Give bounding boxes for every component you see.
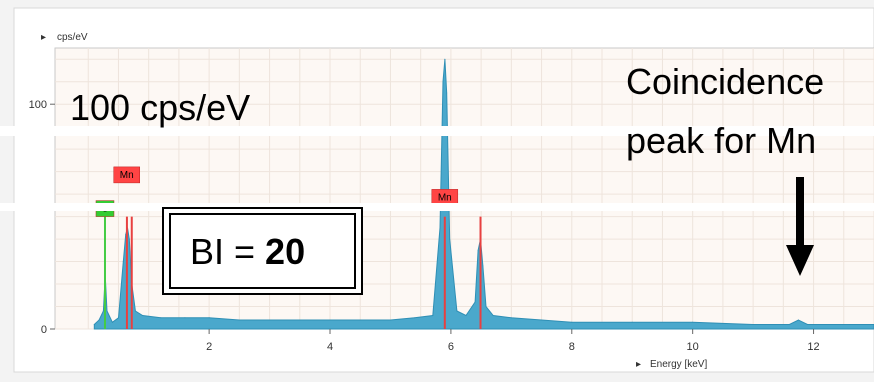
spectrum-point <box>122 261 124 263</box>
x-tick-label: 10 <box>687 341 699 353</box>
spectrum-point <box>631 321 633 323</box>
spectrum-point <box>117 317 119 319</box>
spectrum-point <box>571 321 573 323</box>
element-tag-mn[interactable]: Mn <box>431 189 459 206</box>
spectrum-point <box>692 321 694 323</box>
spectrum-point <box>788 324 790 326</box>
y-axis-expand-arrow[interactable]: ▸ <box>41 32 46 43</box>
spectrum-point <box>160 317 162 319</box>
spectrum-point <box>432 315 434 317</box>
down-arrow-icon <box>786 177 814 276</box>
spectrum-point <box>797 319 799 321</box>
coincidence-label-line1: Coincidence <box>626 61 824 102</box>
element-tag-label: Mn <box>438 192 452 203</box>
spectrum-layer <box>93 58 874 330</box>
spectrum-point <box>184 317 186 319</box>
spectrum-point <box>414 317 416 319</box>
spectrum-point <box>442 81 444 83</box>
x-tick-label: 8 <box>569 341 575 353</box>
scale-annotation: 100 cps/eV <box>70 87 250 128</box>
spectrum-point <box>485 306 487 308</box>
spectrum-point <box>849 324 851 326</box>
element-tag-box <box>113 166 140 184</box>
spectrum-point <box>102 310 104 312</box>
spectrum-point <box>752 324 754 326</box>
spectrum-point <box>492 315 494 317</box>
axis-layer: 2 4 6 8 10 12 0 100 <box>29 99 820 353</box>
bi-box: BI = 20 <box>162 207 363 295</box>
spectrum-point <box>93 324 95 326</box>
bi-prefix: BI = <box>190 231 265 272</box>
element-tag-mn[interactable]: Mn <box>113 166 140 184</box>
x-axis-expand-arrow[interactable]: ▸ <box>636 359 641 370</box>
spectrum-point <box>98 319 100 321</box>
spectrum-point <box>359 319 361 321</box>
coincidence-label-line2: peak for Mn <box>626 120 816 161</box>
spectrum-point <box>446 92 448 94</box>
spectrum-point <box>825 324 827 326</box>
spectrum-point <box>456 310 458 312</box>
spectrum-point <box>238 319 240 321</box>
spectrum-point <box>269 319 271 321</box>
bi-value: 20 <box>265 231 305 272</box>
spectrum-point <box>807 324 809 326</box>
y-axis-label: cps/eV <box>57 32 88 43</box>
annotation-band-top <box>0 126 874 136</box>
spectrum-point <box>482 265 484 267</box>
spectrum-point <box>299 319 301 321</box>
spectrum-point <box>510 317 512 319</box>
x-tick-label: 4 <box>327 341 333 353</box>
spectrum-point <box>477 249 479 251</box>
spectrum-point <box>465 315 467 317</box>
y-tick-label: 100 <box>29 99 47 111</box>
y-tick-label: 0 <box>41 324 47 336</box>
x-tick-label: 6 <box>448 341 454 353</box>
x-tick-label: 12 <box>807 341 819 353</box>
spectrum-point <box>142 315 144 317</box>
spectrum-point <box>541 319 543 321</box>
bi-annotation: BI = 20 <box>190 231 305 272</box>
spectrum-point <box>208 317 210 319</box>
spectrum-point <box>389 319 391 321</box>
spectrum-point <box>111 321 113 323</box>
x-tick-label: 2 <box>206 341 212 353</box>
spectrum-point <box>128 238 130 240</box>
spectrum-point <box>474 301 476 303</box>
spectrum-point <box>134 310 136 312</box>
annotation-band-middle <box>0 203 874 211</box>
spectrum-point <box>444 58 446 60</box>
x-axis-label: Energy [keV] <box>650 359 707 370</box>
spectrum-point <box>329 319 331 321</box>
spectrum-point <box>449 238 451 240</box>
spectrum-point <box>439 227 441 229</box>
element-tag-label: Mn <box>120 170 134 181</box>
spectrum-point <box>106 310 108 312</box>
